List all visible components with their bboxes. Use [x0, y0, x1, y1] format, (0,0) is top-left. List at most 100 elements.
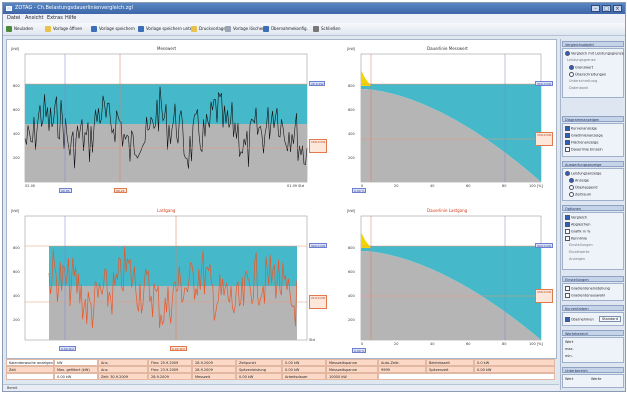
option-anzeigen[interactable]: Anzeigen: [569, 257, 586, 261]
option-ueberlappend[interactable]: Überlappend: [569, 185, 598, 190]
plot4-threshold-top[interactable]: 900.0 kW: [535, 243, 554, 248]
plot2-xtick: 60: [466, 184, 471, 188]
plot2-ytick: 600: [348, 108, 355, 112]
table-cell: 28.9.2009: [148, 373, 192, 380]
checkbox-icon: [565, 229, 570, 234]
option-gradlinienanzeige[interactable]: Gradlinienanzeige: [565, 133, 603, 138]
section-header-einstellungen[interactable]: Einstellungen: [562, 276, 624, 282]
plot2-marker[interactable]: 0.00 %: [352, 188, 367, 193]
einstellungen-box: Gradienteneinstellung Gradientenauswahl: [562, 283, 624, 301]
config-icon: [263, 26, 269, 32]
field-werte[interactable]: Werte: [591, 377, 602, 381]
plot2-threshold-bottom[interactable]: 150.0 kW: [535, 132, 554, 146]
plot3-threshold-top[interactable]: 900.0 kW: [309, 243, 328, 248]
plot1-xstart: 02.00: [25, 184, 36, 188]
plot3-xend: Std: [309, 338, 315, 342]
section-header-diagrammanzeigen[interactable]: Diagrammanzeigen: [562, 116, 624, 122]
table-cell: Spitzenzeit: [426, 366, 474, 373]
table-cell: Spitzenleistung: [236, 366, 282, 373]
option-einzelwerte[interactable]: Einzelwerte: [569, 250, 590, 254]
close-tool-button[interactable]: Schließen: [313, 25, 340, 33]
section-header-optionen[interactable]: Optionen: [562, 205, 624, 211]
standard-button[interactable]: Standard: [599, 316, 621, 322]
checkbox-icon: [565, 140, 570, 145]
plot3-ylabel: [kW]: [11, 209, 20, 213]
plot3-marker-left[interactable]: 0.00 Std: [59, 346, 76, 351]
app-icon: [6, 6, 12, 11]
table-cell: Messzeit: [192, 373, 236, 380]
option-unterschreitung[interactable]: Unterschreitung: [569, 79, 598, 83]
table-cell: 28.9.2009: [192, 359, 236, 366]
section-header-unterbereich[interactable]: Unterbereich: [562, 367, 624, 373]
menu-extras[interactable]: Extras: [47, 15, 63, 21]
save-template-button[interactable]: Vorlage speichern: [91, 25, 135, 33]
section-header-kurvenfarben[interactable]: Kurvenfarben: [562, 305, 624, 311]
plot1-threshold-top[interactable]: 20.0 kW: [309, 81, 326, 86]
close-button[interactable]: ×: [613, 5, 622, 12]
plot3-ytick: 200: [13, 318, 20, 322]
delete-icon: [225, 26, 231, 32]
plot2-title: Dauerlinie Messwert: [427, 46, 468, 51]
option-flaechenanzeige[interactable]: Flächenanzeige: [565, 140, 598, 145]
folder-icon: [45, 26, 51, 32]
plot1-marker-left[interactable]: 00.05: [59, 188, 72, 193]
chart-area: Messwert Dauerlinie Messwert Lastgang Da…: [6, 39, 557, 359]
plot3-marker-mid[interactable]: 0.00 Std: [170, 346, 187, 351]
minimize-button[interactable]: –: [591, 5, 600, 12]
option-zeitraum[interactable]: Zeitraum: [569, 192, 591, 197]
label-wert: Wert: [565, 340, 574, 344]
checkbox-icon: [565, 236, 570, 241]
option-grafik-prozent[interactable]: Grafik in %: [565, 229, 590, 234]
menu-ansicht[interactable]: Ansicht: [25, 15, 44, 21]
checkbox-icon: [565, 147, 570, 152]
plot4-ylabel: [kW]: [347, 209, 356, 213]
section-header-wertebereich[interactable]: Wertebereich: [562, 330, 624, 336]
plot1-threshold-bottom[interactable]: 150.0 kW: [309, 139, 328, 153]
plot4-threshold-bottom[interactable]: 150.0 kW: [535, 289, 554, 303]
plot3-ytick: 400: [13, 294, 20, 298]
plot1-ytick: 600: [13, 108, 20, 112]
option-leistungsanzeige[interactable]: Leistungsanzeige: [565, 171, 601, 176]
table-cell: Auto-Zeitr.: [378, 359, 426, 366]
option-gradientenauswahl[interactable]: Gradientenauswahl: [565, 293, 605, 298]
option-dauerlinie-einzeln[interactable]: Dauerlinie Einzeln: [565, 147, 603, 152]
maximize-button[interactable]: □: [602, 5, 611, 12]
plot4-xtick: 60: [466, 342, 471, 346]
menu-hilfe[interactable]: Hilfe: [65, 15, 77, 21]
radio-icon: [565, 51, 570, 56]
save-template-as-button[interactable]: Vorlage speichern unter: [138, 25, 194, 33]
field-min[interactable]: min.: [565, 354, 573, 358]
section-header-vergleichsobjekt[interactable]: Vergleichsobjekt: [562, 41, 624, 47]
option-kurvenanzeige[interactable]: Kurvenanzeige: [565, 126, 597, 131]
menu-datei[interactable]: Datei: [7, 15, 21, 21]
option-kennlinie[interactable]: Kennlinie: [565, 236, 587, 241]
table-cell: Flex: 25.9.2009: [148, 359, 192, 366]
transfer-config-button[interactable]: Übernahmekonfig.: [263, 25, 308, 33]
option-gradienteneinstellung[interactable]: Gradienteneinstellung: [565, 286, 610, 291]
table-cell[interactable]: Kalenderwoche anzeigen: [6, 359, 54, 366]
plot3-threshold-bottom[interactable]: 210.0 kW: [309, 295, 328, 309]
section-header-auswertungsanzeige[interactable]: Auswertungsanzeige: [562, 161, 624, 167]
plot4-marker[interactable]: 0.00 %: [352, 348, 367, 353]
delete-template-button[interactable]: Vorlage löschen: [225, 25, 265, 33]
option-datenbank[interactable]: Datenbank: [569, 86, 589, 90]
option-leistungsgrenze[interactable]: Leistungsgrenze: [567, 58, 596, 62]
option-vergleich-leistungsgrenze[interactable]: Vergleich mit Leistungsgrenze: [565, 51, 624, 56]
option-vergleich[interactable]: Vergleich: [565, 215, 587, 220]
open-template-button[interactable]: Vorlage öffnen: [45, 25, 82, 33]
plot-dauerlinie-messwert: [360, 53, 542, 183]
plot1-marker-mid[interactable]: 08.24: [114, 188, 127, 193]
checkbox-icon: [565, 293, 570, 298]
plot2-ytick: 200: [348, 156, 355, 160]
plot2-threshold-top[interactable]: 900.0 kW: [535, 81, 554, 86]
option-anzeige[interactable]: Anzeige: [569, 178, 589, 183]
reload-button[interactable]: Neuladen: [6, 25, 33, 33]
option-einstellungen[interactable]: Einstellungen: [569, 243, 593, 247]
option-ueberschreitungen[interactable]: Überschreitungen: [569, 72, 606, 77]
print-template-button[interactable]: Druckvorlage: [191, 25, 226, 33]
radio-icon: [569, 72, 574, 77]
field-max[interactable]: max.: [565, 347, 574, 351]
option-grenzwert[interactable]: Grenzwert: [569, 65, 593, 70]
option-abgleichen[interactable]: Abgleichen: [565, 222, 590, 227]
option-uebernehmen[interactable]: Übernehmen: [565, 317, 594, 322]
